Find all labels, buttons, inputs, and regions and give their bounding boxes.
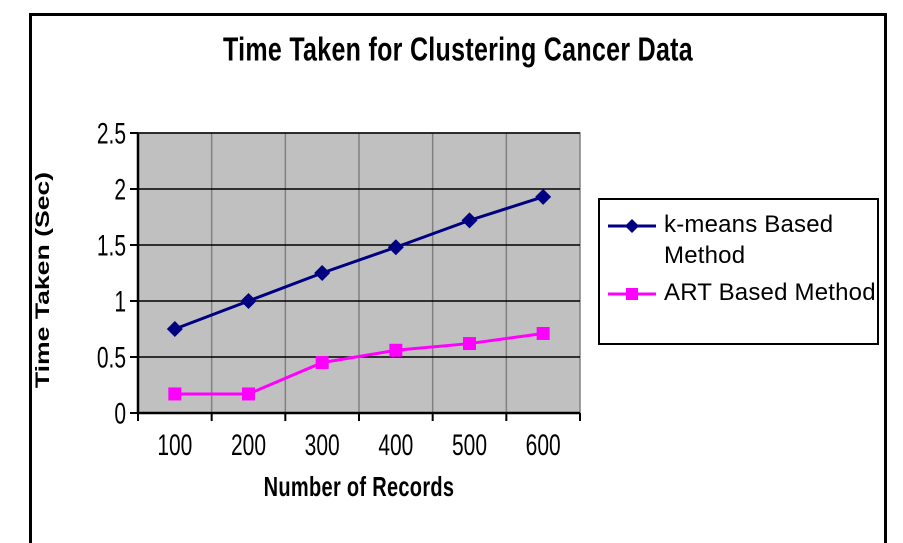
y-tick-label: 0 [114,398,126,430]
legend: k-means Based Method ART Based Method [598,198,879,345]
series-marker-art [168,387,182,401]
y-tick-label: 1.5 [97,230,126,262]
page-border [29,13,887,543]
x-tick-label: 600 [526,430,561,462]
x-tick-label: 400 [378,430,413,462]
x-tick-label: 500 [452,430,487,462]
legend-item-art: ART Based Method [608,277,877,308]
legend-item-kmeans: k-means Based Method [608,209,877,271]
y-tick-label: 2 [114,174,126,206]
series-marker-kmeans [240,293,257,309]
series-marker-art [463,337,476,351]
series-marker-art [242,387,255,401]
series-marker-art [315,356,329,370]
series-marker-art [536,326,550,340]
x-tick-label: 300 [305,430,340,462]
series-marker-kmeans [166,321,183,337]
y-tick-label: 2.5 [97,118,126,150]
legend-swatch-marker [625,219,639,233]
y-tick-label: 1 [114,286,126,318]
series-marker-art [389,343,403,357]
y-axis-title: Time Taken (Sec) [33,171,54,389]
x-tick-label: 200 [231,430,266,462]
x-axis-title: Number of Records [263,472,455,503]
series-marker-kmeans [461,212,478,229]
legend-label-kmeans: k-means Based Method [664,211,834,269]
legend-swatch-marker [626,288,638,300]
series-marker-kmeans [314,265,331,281]
x-tick-label: 100 [157,430,192,462]
chart-title: Time Taken for Clustering Cancer Data [222,31,694,69]
kmeans-diamond-marker-icon [608,219,656,233]
series-marker-kmeans [535,188,552,205]
series-line-art [174,331,544,396]
series-line-kmeans [174,195,544,331]
legend-label-art: ART Based Method [664,279,876,306]
series-marker-kmeans [387,239,404,256]
art-square-marker-icon [608,288,656,300]
y-tick-label: 0.5 [97,342,126,374]
